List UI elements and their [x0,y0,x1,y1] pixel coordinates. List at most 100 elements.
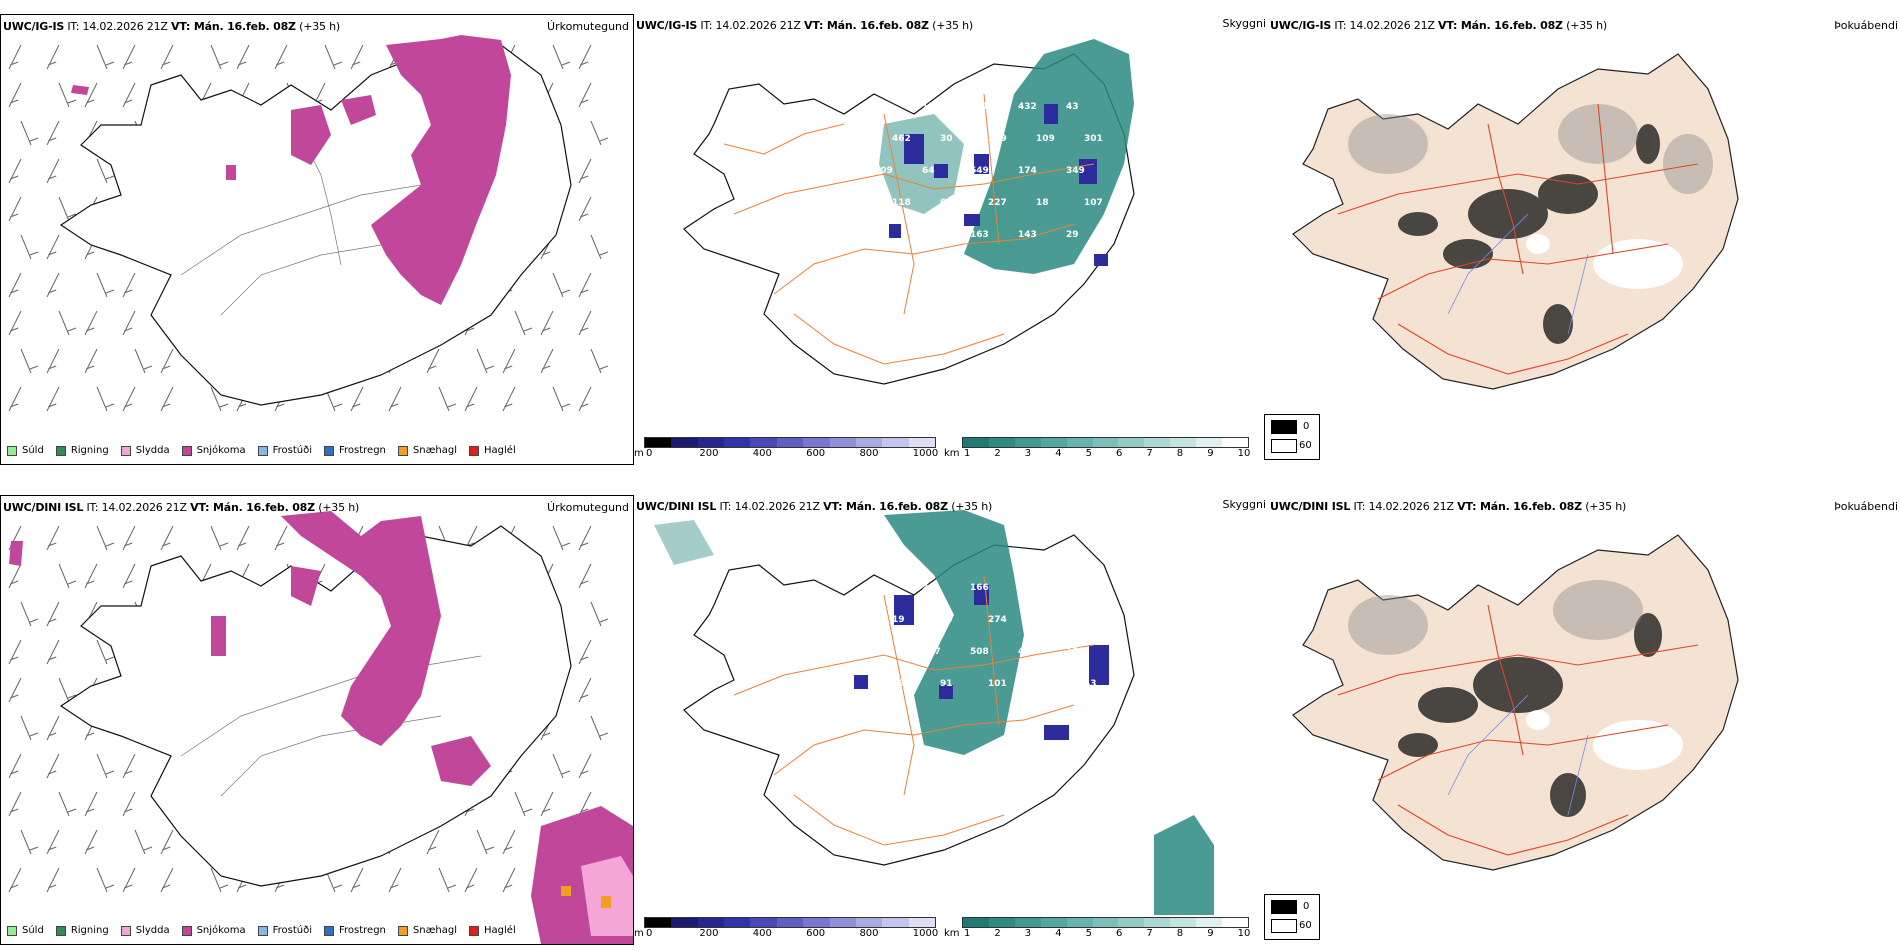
wind-barb [96,272,115,298]
cloud-label: 301 [1084,134,1103,144]
colorbar-segment [829,918,856,927]
legend-swatch [120,445,131,456]
colorbar-tick: 1000 [912,928,939,939]
cloud-label: 110 [922,230,941,240]
fog-swatch-low [1271,439,1297,453]
lead-time: (+35 h) [932,19,973,32]
fog-map-bottom [1292,534,1739,871]
cloud-label: 227 [988,198,1007,208]
colorbar-segment [1144,918,1171,927]
cloud-dense-area [654,510,1214,915]
colorbar-segment [1092,438,1119,447]
it-label: IT: [1334,19,1347,32]
wind-barb [514,310,533,336]
wind-barb [84,348,98,374]
wind-barb [210,525,229,551]
fog-dark-area [1398,613,1662,817]
header-bottom-left: UWC/DINI ISL IT: 14.02.2026 21Z VT: Mán.… [3,501,359,514]
legend-label: Frostregn [339,445,386,456]
colorbar-tick: 4 [1055,448,1062,459]
legend-label: Haglél [484,445,516,456]
it-label: IT: [67,20,80,33]
header-top-left: UWC/IG-IS IT: 14.02.2026 21Z VT: Mán. 16… [3,20,340,33]
wind-barb [502,386,516,412]
glacier-area [1526,234,1683,289]
colorbar-tick: 5 [1085,928,1092,939]
colorbar-segment [1014,438,1041,447]
model-name: UWC/IG-IS [1270,19,1332,32]
colorbar-tick: 2 [994,448,1001,459]
colorbar-tick: 7 [1146,448,1153,459]
wind-barb [46,120,60,146]
precip-type-panel-top: UWC/IG-IS IT: 14.02.2026 21Z VT: Mán. 16… [0,14,634,465]
fog-mid-area [1348,580,1643,655]
colorbar-segment [963,438,989,447]
wind-barb [46,715,60,741]
legend-swatch [7,925,17,936]
wind-barb [46,348,60,374]
colorbar-tick: 10 [1237,448,1251,459]
wind-barb [590,348,609,374]
cloud-label: 411 [970,102,989,112]
wind-barb [8,791,22,817]
colorbar-tick: 8 [1176,928,1184,939]
wind-barb [160,867,174,893]
road-network [723,93,1095,365]
wind-barb [8,272,22,298]
legend-item: Snjókoma [181,445,246,456]
iceland-outline [683,534,1135,866]
legend-item: Snæhagl [397,925,457,936]
wind-barb [46,272,60,298]
wind-barb [540,791,554,817]
legend-label: Frostúði [272,925,312,936]
cloud-label: 43 [1084,679,1097,689]
wind-barb [20,829,39,855]
wind-barb [540,310,554,336]
wind-barb [20,348,39,374]
colorbar-segment [963,918,989,927]
legend-item: Súld [7,445,44,456]
colorbar-tick: 600 [806,448,826,459]
legend-swatch [469,445,480,456]
cloud-label: 37 [874,647,887,657]
cloud-label: 109 [1036,134,1055,144]
fog-legend: 0 60 [1264,894,1320,940]
legend-swatch [55,925,66,936]
colorbar-segment [855,918,883,927]
wind-barb [122,272,136,298]
cloud-label: 182 [1066,647,1085,657]
vt-label: VT: Mán. 16.feb. 08Z [1457,500,1582,513]
cloud-map-bottom: 28 24 166 204 439 19 20 274 480 125 37 207 508 41 182 2… [654,510,1214,915]
wind-barb [46,525,60,551]
legend-swatch [324,925,334,936]
colorbar-m: m 0 200 400 600 800 1000 [634,917,939,945]
colorbar-tick: 2 [994,928,1001,939]
colorbar-tick: 6 [1116,448,1123,459]
cloud-label: 209 [874,166,893,176]
panel-title: Úrkomutegund [547,501,629,514]
wind-barb [324,44,343,70]
colorbar-segment [1066,918,1093,927]
fog-panel-top: UWC/IG-IS IT: 14.02.2026 21Z VT: Mán. 16… [1264,14,1900,465]
colorbar-tick: 3 [1024,928,1032,939]
legend-label: Rigning [70,925,109,936]
wind-barb [122,753,136,779]
legend-item: Súld [7,925,44,936]
wind-barb [8,639,22,665]
panel-title: Skyggni [1222,498,1266,511]
colorbar-tick: 800 [859,448,879,459]
wind-barb [96,386,115,412]
wind-barb [8,386,22,412]
precip-legend: Súld Rigning Slydda Snjókoma Frostúði Frostre… [7,445,516,456]
wind-barb [350,386,364,412]
colorbar-tick: 200 [699,448,719,459]
wind-barb [578,525,592,551]
colorbar-segment [645,918,672,927]
wind-barb [388,867,402,893]
vt-label: VT: Mán. 16.feb. 08Z [1438,19,1563,32]
it-label: IT: [1353,500,1366,513]
wind-barb [426,348,440,374]
wind-barb [160,386,174,412]
colorbar-segment [1170,438,1197,447]
wind-barb [210,867,229,893]
